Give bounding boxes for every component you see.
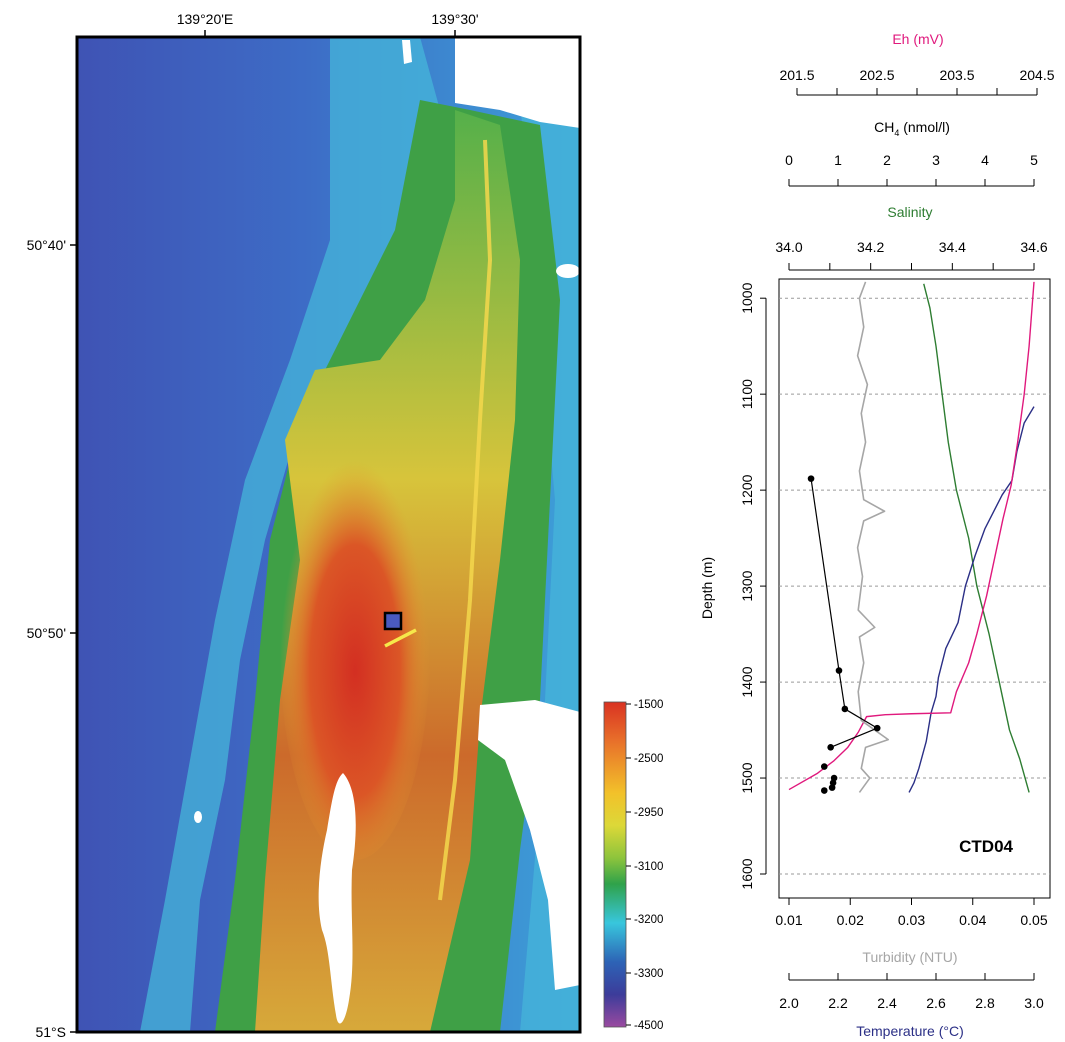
ch4-tick-label: 5	[1030, 152, 1038, 168]
depth-tick-label: 1100	[739, 379, 755, 409]
eh-line	[788, 281, 1035, 791]
depth-tick-label: 1400	[739, 666, 755, 697]
ch4-connector	[810, 478, 846, 710]
ch4-point	[820, 763, 828, 770]
lon-label-1: 139°20'E	[177, 11, 234, 27]
ch4-point	[807, 475, 815, 482]
depth-axis: 1000 1100 1200 1300 1400 1500 1600	[739, 282, 767, 890]
colorbar-label: -4500	[634, 1020, 663, 1032]
plot-frame	[778, 278, 1051, 899]
colorbar-label: -1500	[634, 699, 663, 711]
ch4-point	[820, 787, 828, 794]
salinity-tick-label: 34.6	[1020, 239, 1047, 255]
ch4-tick-label: 2	[883, 152, 891, 168]
colorbar-label: -2950	[634, 807, 663, 819]
salinity-tick-label: 34.0	[775, 239, 802, 255]
salinity-axis-title: Salinity	[887, 204, 932, 220]
ch4-point	[841, 705, 849, 713]
eh-tick-label: 201.5	[779, 67, 814, 83]
eh-axis-title: Eh (mV)	[892, 31, 943, 47]
ch4-connector	[830, 727, 878, 748]
ch4-tick-label: 0	[785, 152, 793, 168]
lon-label-2: 139°30'	[431, 11, 478, 27]
temperature-tick-label: 2.0	[779, 995, 799, 1011]
station-label: CTD04	[959, 837, 1013, 856]
colorbar-label: -3300	[634, 968, 663, 980]
colorbar-label: -2500	[634, 753, 663, 765]
ch4-axis-title: CH4 (nmol/l)	[874, 119, 950, 138]
temperature-axis-title: Temperature (°C)	[856, 1023, 964, 1039]
lat-label-1: 50°40'	[27, 237, 66, 253]
eh-tick-label: 203.5	[939, 67, 974, 83]
depth-tick-label: 1200	[739, 474, 755, 505]
ch4-point	[835, 667, 843, 674]
ctd-site-square	[383, 611, 403, 631]
ch4-point	[827, 744, 834, 751]
depth-tick-label: 1600	[739, 858, 755, 889]
ch4-point	[873, 724, 881, 732]
depth-tick-label: 1300	[739, 570, 755, 601]
ch4-tick-label: 4	[981, 152, 989, 168]
ch4-tick-label: 3	[932, 152, 940, 168]
temperature-tick-label: 2.2	[828, 995, 848, 1011]
salinity-tick-label: 34.4	[939, 239, 966, 255]
turbidity-tick-label: 0.02	[837, 912, 864, 928]
lat-label-2: 50°50'	[27, 625, 66, 641]
colorbar-label: -3100	[634, 861, 663, 873]
temperature-line	[908, 406, 1035, 793]
turbidity-tick-label: 0.01	[775, 912, 802, 928]
depth-axis-title: Depth (m)	[699, 557, 715, 619]
turbidity-tick-label: 0.05	[1020, 912, 1047, 928]
transect-line	[384, 628, 417, 648]
turbidity-axis-title: Turbidity (NTU)	[862, 949, 957, 965]
top-axes: 201.5 202.5 203.5 204.5 0 1 2 3 4 5 34.0 34.2 34.4 34…	[775, 67, 1055, 271]
turbidity-tick-label: 0.03	[898, 912, 925, 928]
lat-label-3: 51°S	[35, 1024, 66, 1040]
temperature-tick-label: 3.0	[1024, 995, 1044, 1011]
bottom-axes: 0.01 0.02 0.03 0.04 0.05 2.0 2.2 2.4 2.6 2.8 3.0	[775, 897, 1048, 1011]
salinity-tick-label: 34.2	[857, 239, 884, 255]
temperature-tick-label: 2.6	[926, 995, 946, 1011]
depth-tick-label: 1000	[739, 282, 755, 313]
map-ticks	[70, 30, 456, 1033]
ch4-point	[828, 784, 836, 791]
temperature-tick-label: 2.8	[975, 995, 995, 1011]
profile-series	[788, 281, 1035, 794]
depth-gridlines	[779, 297, 1050, 875]
eh-tick-label: 202.5	[859, 67, 894, 83]
eh-tick-label: 204.5	[1019, 67, 1054, 83]
salinity-line	[923, 283, 1030, 793]
ch4-connector	[844, 708, 878, 729]
turbidity-line	[856, 281, 890, 793]
colorbar-label: -3200	[634, 914, 663, 926]
depth-colorbar: -1500 -2500 -2950 -3100 -3200 -3300 -450…	[603, 699, 663, 1032]
depth-tick-label: 1500	[739, 762, 755, 793]
turbidity-tick-label: 0.04	[959, 912, 986, 928]
map-frame	[75, 35, 582, 1034]
bathymetry-map	[77, 37, 580, 1032]
ch4-tick-label: 1	[834, 152, 842, 168]
temperature-tick-label: 2.4	[877, 995, 897, 1011]
